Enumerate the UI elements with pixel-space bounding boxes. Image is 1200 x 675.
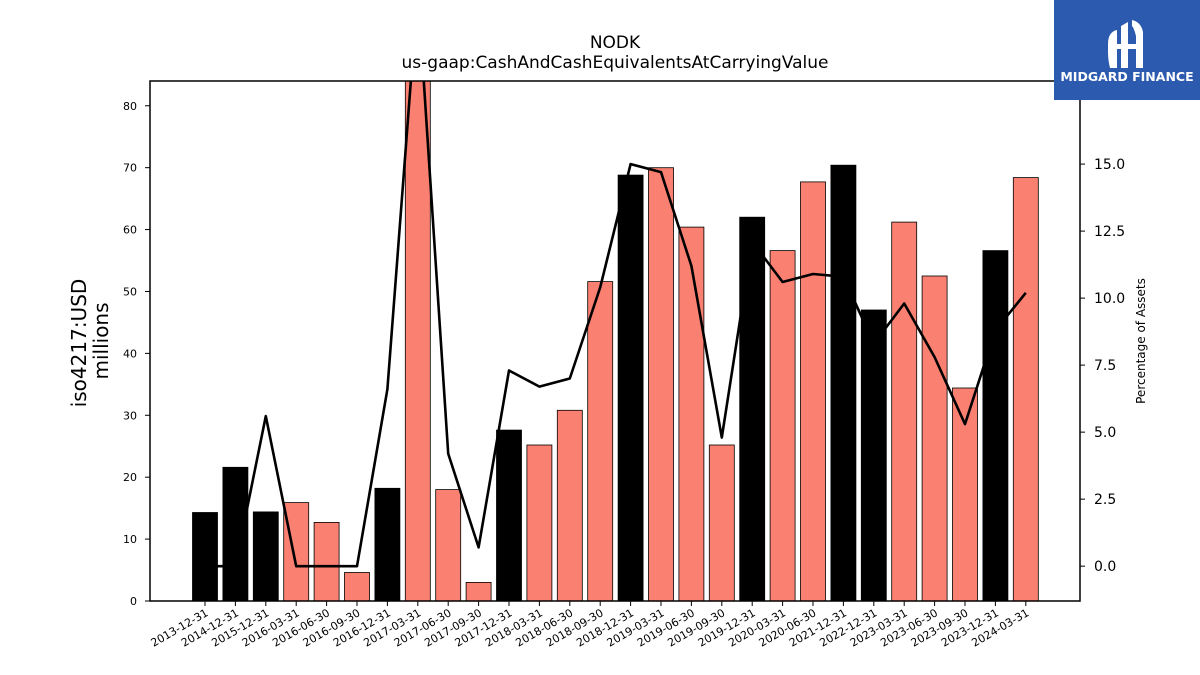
- y-axis-ticks: 0 10 20 30 40 50 60 70 80: [123, 100, 150, 608]
- bar: [252, 511, 279, 602]
- y-tick-label: 30: [123, 409, 137, 422]
- bar: [435, 489, 462, 602]
- y-tick-label: 80: [123, 100, 137, 113]
- logo-mark-icon: [1108, 20, 1143, 68]
- logo-text: MIDGARD FINANCE: [1060, 69, 1193, 84]
- bar: [921, 275, 948, 602]
- y-tick-label: 0: [130, 595, 137, 608]
- bar: [739, 216, 766, 602]
- y-tick-label: 50: [123, 285, 137, 298]
- line-layer: [205, 81, 1027, 568]
- bar: [830, 164, 857, 602]
- y-tick-label: 10: [123, 533, 137, 546]
- bar: [496, 429, 522, 602]
- bar: [708, 444, 735, 602]
- bar: [374, 487, 401, 602]
- bar: [192, 512, 218, 602]
- chart-title: NODK: [590, 33, 641, 53]
- y2-axis-label: Percentage of Assets: [1134, 278, 1148, 404]
- bar: [982, 250, 1009, 602]
- bar: [222, 466, 249, 602]
- bar: [800, 181, 826, 602]
- bar: [344, 572, 370, 602]
- percentage-line: [205, 81, 1027, 568]
- y2-tick-label: 10.0: [1094, 291, 1125, 307]
- bar: [587, 281, 614, 602]
- bar: [891, 221, 918, 602]
- chart-subtitle: us-gaap:CashAndCashEquivalentsAtCarrying…: [402, 53, 829, 73]
- plot-frame: [149, 80, 1081, 602]
- bar: [860, 309, 887, 602]
- y2-tick-label: 15.0: [1094, 157, 1125, 173]
- bar: [648, 167, 674, 602]
- y2-tick-label: 2.5: [1094, 492, 1116, 508]
- y-tick-label: 40: [123, 347, 137, 360]
- y2-tick-label: 12.5: [1094, 224, 1125, 240]
- bar: [617, 174, 644, 602]
- y-tick-label: 20: [123, 471, 137, 484]
- bar: [404, 80, 431, 602]
- y2-axis-ticks: 0.0 2.5 5.0 7.5 10.0 12.5 15.0: [1080, 157, 1125, 575]
- bar: [556, 409, 583, 602]
- bar: [465, 582, 492, 602]
- y-tick-label: 70: [123, 162, 137, 175]
- x-axis-ticks: 2013-12-312014-12-312015-12-312016-03-31…: [149, 601, 1031, 650]
- y-axis-label-line2: millions: [89, 302, 113, 379]
- bar: [313, 522, 340, 602]
- y2-tick-label: 0.0: [1094, 559, 1116, 575]
- bar: [526, 444, 553, 602]
- y-tick-label: 60: [123, 224, 137, 237]
- y2-tick-label: 7.5: [1094, 358, 1116, 374]
- bar: [678, 226, 705, 602]
- bar: [1012, 177, 1039, 602]
- bar: [769, 250, 796, 602]
- y-axis-label-line1: iso4217:USD: [67, 279, 91, 408]
- logo: MIDGARD FINANCE: [1054, 0, 1200, 100]
- y2-tick-label: 5.0: [1094, 425, 1116, 441]
- bars: [192, 80, 1039, 602]
